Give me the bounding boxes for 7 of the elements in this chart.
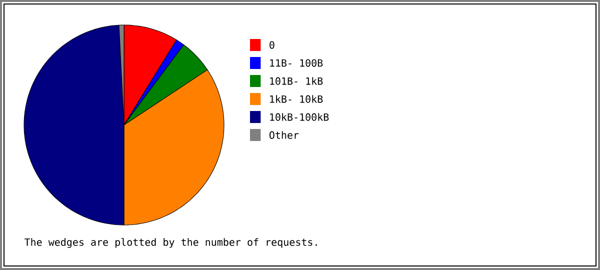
legend-label: Other (270, 131, 299, 139)
legend-label: 1kB- 10kB (270, 95, 323, 103)
text: The wedges are plotted by the number of requests. (24, 238, 317, 248)
legend-label: 0 (270, 41, 274, 49)
legend-label: 10kB-100kB (270, 113, 329, 121)
legend-label: 101B- 1kB (270, 77, 323, 85)
legend-label: 11B- 100B (270, 59, 323, 67)
